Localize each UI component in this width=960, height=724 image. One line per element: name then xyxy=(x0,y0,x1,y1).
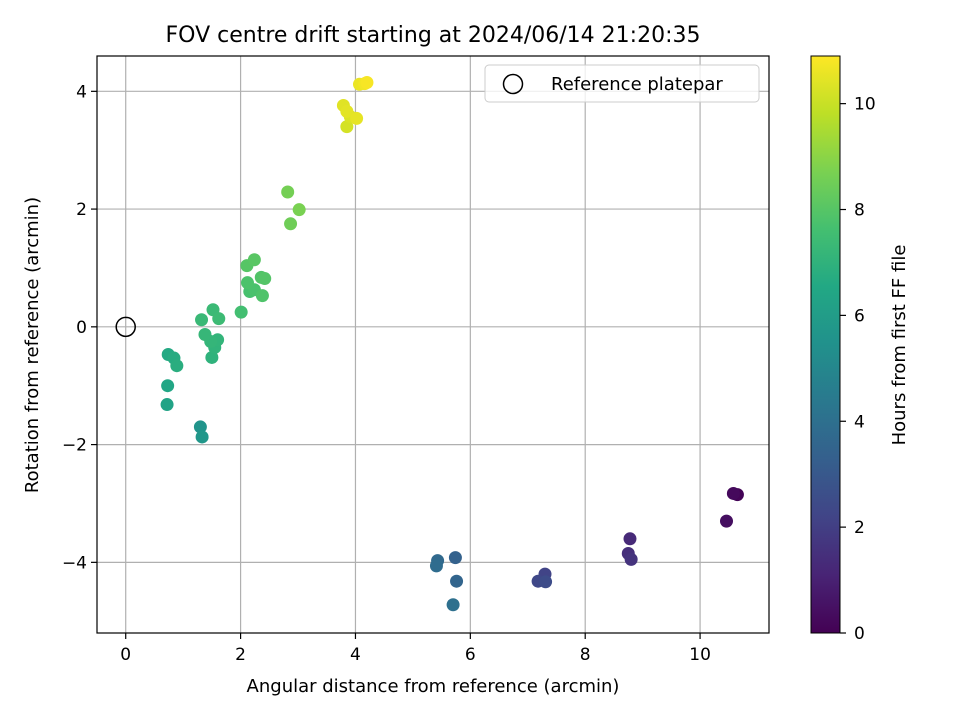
x-tick-label: 4 xyxy=(350,645,361,665)
x-tick-label: 6 xyxy=(465,645,476,665)
data-point xyxy=(212,312,226,326)
data-point xyxy=(195,313,209,327)
colorbar-tick-label: 4 xyxy=(854,412,865,432)
data-point xyxy=(360,75,374,89)
data-point xyxy=(539,575,553,589)
data-point xyxy=(170,359,184,373)
data-point xyxy=(205,350,219,364)
data-point xyxy=(429,559,443,573)
data-point xyxy=(247,253,261,267)
legend-box xyxy=(484,64,760,103)
colorbar: 0 2 4 6 8 10 Hours from first FF file xyxy=(810,55,910,644)
x-tick-label: 2 xyxy=(235,645,246,665)
legend-label: Reference platepar xyxy=(551,74,723,95)
data-point xyxy=(255,289,269,303)
data-point xyxy=(292,203,306,217)
y-tick-label: −4 xyxy=(62,553,87,573)
data-point xyxy=(281,185,295,199)
data-point xyxy=(446,598,460,612)
reference-marker xyxy=(115,316,136,338)
data-point xyxy=(450,574,464,588)
data-point xyxy=(340,120,354,134)
colorbar-label: Hours from first FF file xyxy=(889,245,910,446)
colorbar-gradient xyxy=(810,55,841,634)
plot-frame xyxy=(96,55,770,634)
data-point xyxy=(198,327,212,341)
chart-title: FOV centre drift starting at 2024/06/14 … xyxy=(166,23,701,48)
legend: Reference platepar xyxy=(484,64,760,103)
data-point xyxy=(726,486,740,500)
colorbar-tick-label: 8 xyxy=(854,201,865,221)
data-point xyxy=(340,104,354,118)
data-point xyxy=(284,217,298,231)
y-tick-label: 0 xyxy=(76,318,87,338)
legend-marker xyxy=(502,73,524,95)
y-tick-label: 4 xyxy=(76,82,87,102)
data-point xyxy=(195,430,209,444)
y-axis-ticks: −4 −2 0 2 4 xyxy=(62,82,97,573)
colorbar-tick-label: 0 xyxy=(854,624,865,644)
y-tick-label: 2 xyxy=(76,200,87,220)
data-point xyxy=(623,532,637,546)
y-tick-label: −2 xyxy=(62,436,87,456)
data-point xyxy=(193,420,207,434)
colorbar-tick-label: 2 xyxy=(854,518,865,538)
grid xyxy=(97,56,769,633)
data-point xyxy=(234,305,248,319)
data-point xyxy=(350,111,364,125)
data-point xyxy=(258,272,272,286)
colorbar-tick-label: 6 xyxy=(854,306,865,326)
data-point xyxy=(448,551,462,565)
reference-marker-group xyxy=(115,316,136,338)
x-axis-ticks: 0 2 4 6 8 10 xyxy=(120,633,711,665)
x-axis-label: Angular distance from reference (arcmin) xyxy=(247,676,620,697)
y-axis-label: Rotation from reference (arcmin) xyxy=(22,197,43,493)
data-point xyxy=(240,276,254,290)
x-tick-label: 8 xyxy=(580,645,591,665)
data-point xyxy=(160,398,174,412)
data-points xyxy=(160,75,744,612)
data-point xyxy=(719,514,733,528)
x-tick-label: 10 xyxy=(689,645,711,665)
data-point xyxy=(161,379,175,393)
data-point xyxy=(624,552,638,566)
colorbar-tick-label: 10 xyxy=(854,95,876,115)
x-tick-label: 0 xyxy=(120,645,131,665)
colorbar-ticks: 0 2 4 6 8 10 xyxy=(840,95,876,644)
